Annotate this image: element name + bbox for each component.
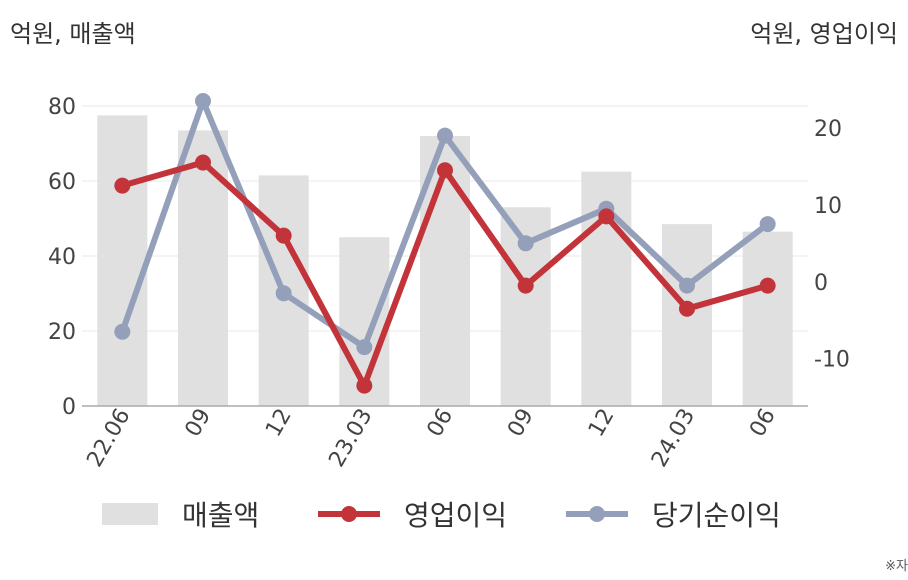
right-tick-label-1: 0 <box>814 271 828 296</box>
right-axis-unit-label: 억원, 영업이익 <box>750 20 898 48</box>
x-tick-label-4: 06 <box>423 405 459 442</box>
x-tick-label-6: 12 <box>584 405 620 442</box>
right-tick-label-0: -10 <box>814 348 850 373</box>
x-tick-label-7: 24.03 <box>647 405 700 472</box>
left-tick-label-1: 20 <box>48 320 76 345</box>
operating-profit-point-0 <box>114 177 131 194</box>
net-income-point-7 <box>679 277 695 294</box>
operating-profit-point-5 <box>517 277 534 294</box>
left-tick-label-0: 0 <box>62 395 76 420</box>
left-axis-unit-label: 억원, 매출액 <box>10 20 136 48</box>
net-income-point-0 <box>114 323 131 340</box>
x-tick-label-3: 23.03 <box>324 405 377 472</box>
left-tick-label-2: 40 <box>48 245 76 270</box>
right-tick-label-2: 10 <box>814 194 842 219</box>
legend-swatch-revenue <box>102 503 158 525</box>
net-income-point-3 <box>356 339 373 356</box>
operating-profit-point-4 <box>437 162 453 179</box>
operating-profit-point-8 <box>759 277 776 294</box>
legend-item-operating-profit: 영업이익 <box>318 492 507 536</box>
combo-chart: 0 20 40 60 80 -10 0 10 20 22.06 09 12 23.03 06 09 12 24.… <box>48 93 850 472</box>
net-income-point-8 <box>759 216 776 233</box>
operating-profit-point-3 <box>356 377 373 394</box>
operating-profit-point-7 <box>679 300 695 317</box>
revenue-bar-8 <box>742 231 793 406</box>
operating-profit-point-2 <box>275 227 292 244</box>
legend-label-operating-profit: 영업이익 <box>404 499 508 532</box>
profit-lines <box>114 93 776 394</box>
right-tick-label-3: 20 <box>814 117 842 142</box>
operating-profit-point-6 <box>598 208 615 225</box>
net-income-point-5 <box>517 235 534 252</box>
legend-item-revenue: 매출액 <box>102 492 259 536</box>
legend-item-net-income: 당기순이익 <box>566 492 781 536</box>
legend-label-net-income: 당기순이익 <box>652 499 781 532</box>
legend-swatch-operating-profit <box>318 503 380 525</box>
left-tick-label-3: 60 <box>48 170 76 195</box>
operating-profit-point-1 <box>195 154 211 171</box>
revenue-bar-1 <box>178 130 228 406</box>
net-income-point-2 <box>275 285 292 302</box>
legend-label-revenue: 매출액 <box>182 499 260 532</box>
x-tick-label-2: 12 <box>261 405 297 442</box>
x-tick-label-0: 22.06 <box>82 405 135 472</box>
net-income-point-1 <box>195 93 211 109</box>
left-tick-label-4: 80 <box>48 95 76 120</box>
x-tick-label-1: 09 <box>181 405 217 442</box>
x-tick-label-5: 09 <box>503 405 539 442</box>
revenue-bar-0 <box>97 115 148 406</box>
net-income-point-4 <box>437 127 453 144</box>
x-tick-label-8: 06 <box>745 405 781 442</box>
legend-swatch-net-income <box>566 503 628 525</box>
chart-legend: 매출액 영업이익 당기순이익 <box>0 492 908 536</box>
footnote: ※자 <box>885 559 908 574</box>
